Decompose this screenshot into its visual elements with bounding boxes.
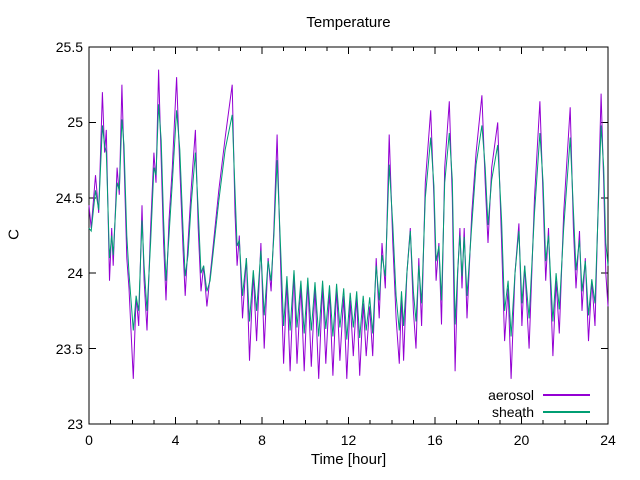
y-tick-label: 23.5 <box>55 340 83 357</box>
y-tick-label: 25.5 <box>55 39 83 55</box>
y-tick-label: 24.5 <box>55 189 83 206</box>
chart-title: Temperature <box>306 14 391 31</box>
y-tick-label: 24 <box>67 265 83 282</box>
x-tick-label: 4 <box>171 432 180 448</box>
legend: aerosol sheath <box>488 388 590 419</box>
x-tick-label: 0 <box>85 432 93 448</box>
plot-border <box>88 46 609 425</box>
legend-line-sheath <box>543 411 590 413</box>
series-line-aerosol <box>88 69 609 379</box>
series-line-sheath <box>88 104 609 340</box>
legend-label-aerosol: aerosol <box>488 387 534 403</box>
legend-label-sheath: sheath <box>491 404 534 420</box>
x-tick-label: 20 <box>513 432 530 448</box>
x-tick-label: 12 <box>340 432 357 448</box>
legend-line-aerosol <box>543 394 590 396</box>
x-tick-label: 16 <box>427 432 443 448</box>
y-tick-label: 23 <box>67 416 83 432</box>
x-tick-label: 24 <box>600 432 616 448</box>
x-axis-label: Time [hour] <box>310 451 387 468</box>
legend-item-aerosol: aerosol <box>488 388 590 402</box>
x-tick-label: 8 <box>258 432 266 448</box>
legend-item-sheath: sheath <box>492 405 590 419</box>
y-tick-label: 25 <box>67 114 83 131</box>
